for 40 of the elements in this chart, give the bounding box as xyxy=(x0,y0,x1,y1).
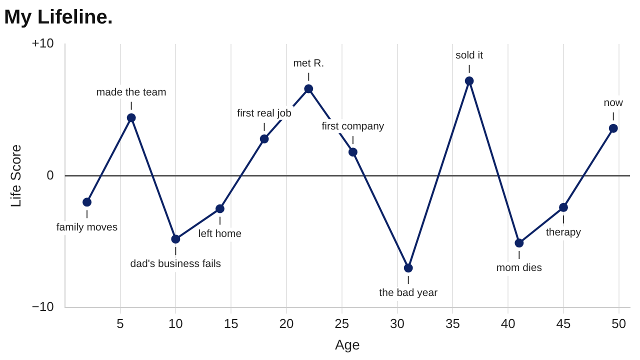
point xyxy=(348,148,358,157)
annotation: sold it xyxy=(456,50,484,62)
x-tick-label: 35 xyxy=(445,316,460,331)
annotation: family moves xyxy=(56,221,118,234)
y-axis-title: Life Score xyxy=(7,144,24,208)
x-tick-label: 5 xyxy=(116,316,124,331)
x-tick-label: 25 xyxy=(334,316,350,331)
annotation: left home xyxy=(198,228,242,240)
x-tick-label: 30 xyxy=(390,316,405,331)
point xyxy=(514,238,524,248)
point xyxy=(126,113,136,122)
annotation: made the team xyxy=(96,86,167,98)
y-tick-label: −10 xyxy=(32,299,54,314)
y-tick-label: +10 xyxy=(32,36,54,51)
x-tick-label: 10 xyxy=(168,316,183,331)
point xyxy=(304,84,314,94)
point xyxy=(82,198,92,207)
x-tick-label: 45 xyxy=(556,316,571,331)
x-tick-label: 15 xyxy=(224,316,238,331)
point xyxy=(404,264,413,273)
annotation: first real job xyxy=(237,108,292,120)
point xyxy=(559,202,568,212)
y-tick-label: 0 xyxy=(46,167,54,182)
point xyxy=(171,234,180,244)
point xyxy=(215,204,224,214)
annotation: mom dies xyxy=(496,262,542,274)
point xyxy=(464,76,474,86)
annotation: first company xyxy=(322,120,385,133)
annotation: the bad year xyxy=(379,287,438,300)
annotation: now xyxy=(604,96,624,109)
x-tick-label: 20 xyxy=(279,316,294,331)
x-axis-title: Age xyxy=(334,336,360,352)
point xyxy=(260,134,269,144)
annotation: met R. xyxy=(293,57,324,70)
x-tick-label: 40 xyxy=(500,316,516,331)
point xyxy=(608,124,618,133)
annotation: dad's business fails xyxy=(130,258,222,270)
annotation: therapy xyxy=(546,226,582,239)
x-tick-label: 50 xyxy=(612,316,626,331)
chart-title: My Lifeline. xyxy=(4,6,113,29)
